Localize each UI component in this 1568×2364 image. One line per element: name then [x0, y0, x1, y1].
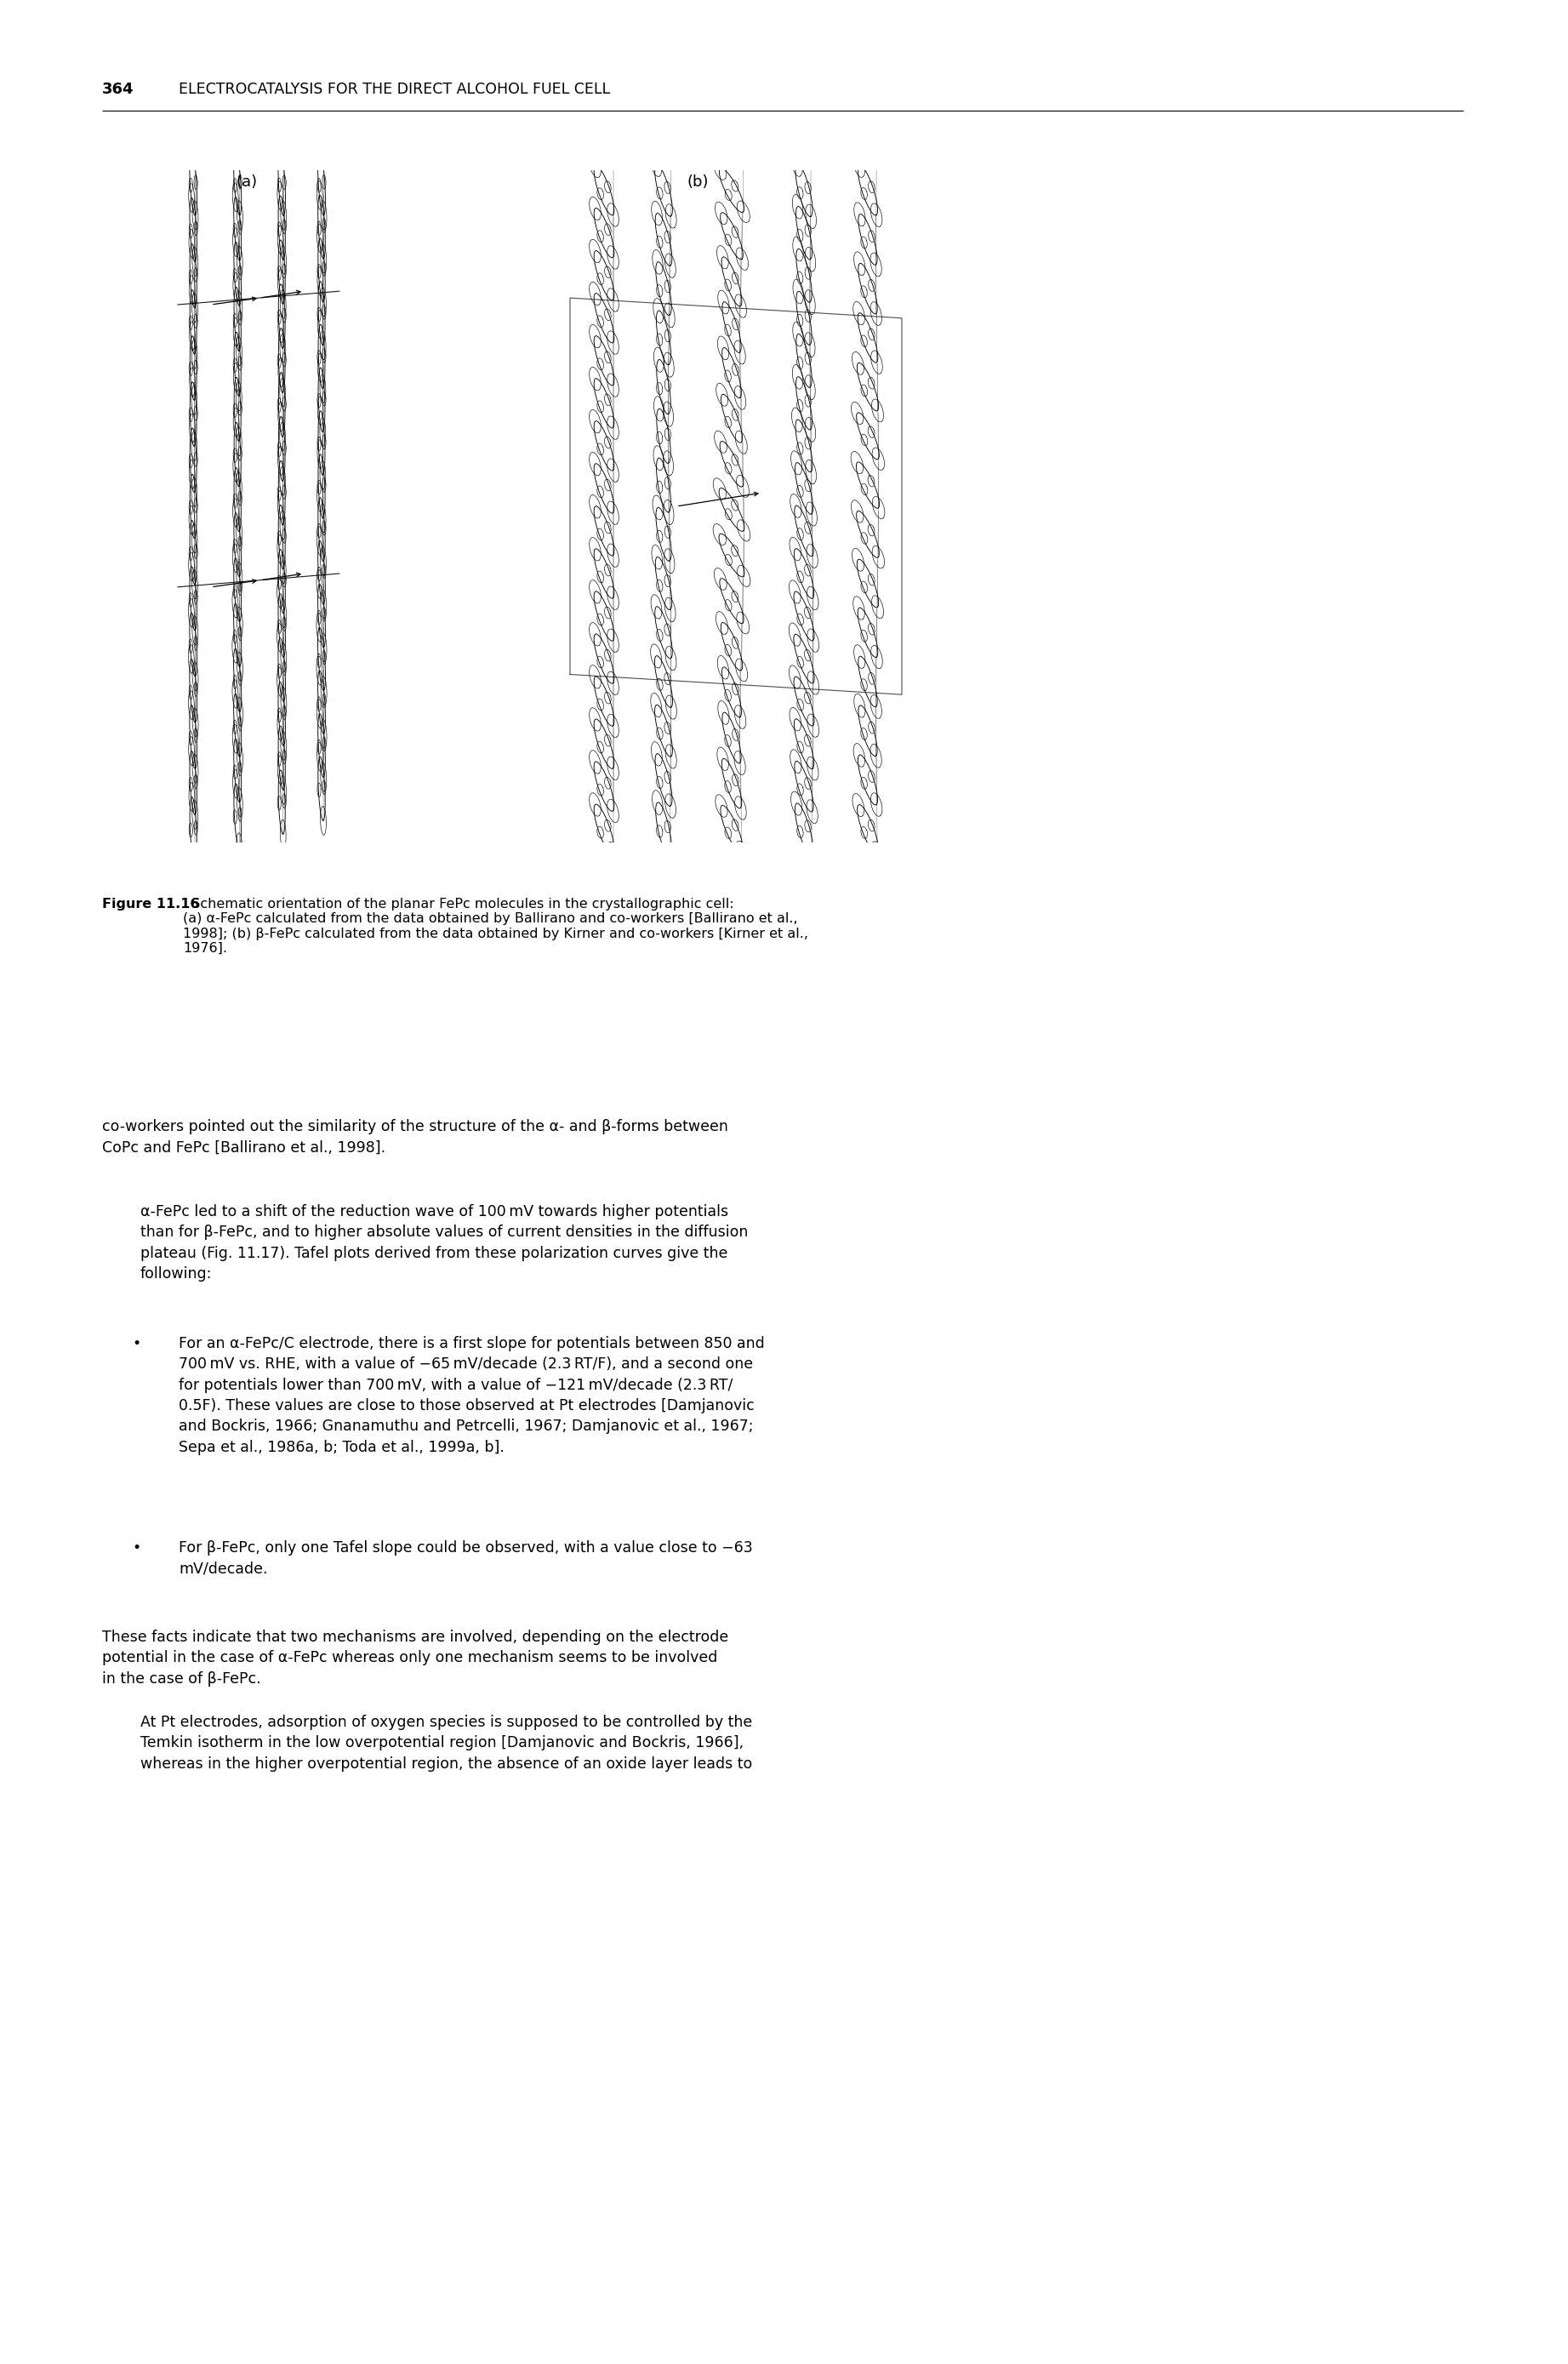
Text: For β-FePc, only one Tafel slope could be observed, with a value close to −63
mV: For β-FePc, only one Tafel slope could b… — [179, 1541, 753, 1577]
Text: At Pt electrodes, adsorption of oxygen species is supposed to be controlled by t: At Pt electrodes, adsorption of oxygen s… — [141, 1714, 753, 1771]
Text: (a): (a) — [237, 175, 257, 189]
Text: •: • — [132, 1336, 141, 1352]
Text: Schematic orientation of the planar FePc molecules in the crystallographic cell:: Schematic orientation of the planar FePc… — [183, 898, 808, 955]
Text: α-FePc led to a shift of the reduction wave of 100 mV towards higher potentials
: α-FePc led to a shift of the reduction w… — [141, 1203, 748, 1281]
Text: For an α-FePc/C electrode, there is a first slope for potentials between 850 and: For an α-FePc/C electrode, there is a fi… — [179, 1336, 765, 1454]
Text: (b): (b) — [687, 175, 709, 189]
Text: 364: 364 — [102, 83, 133, 97]
Text: •: • — [132, 1541, 141, 1556]
Text: co-workers pointed out the similarity of the structure of the α- and β-forms bet: co-workers pointed out the similarity of… — [102, 1118, 728, 1156]
Text: Figure 11.16: Figure 11.16 — [102, 898, 199, 910]
Text: ELECTROCATALYSIS FOR THE DIRECT ALCOHOL FUEL CELL: ELECTROCATALYSIS FOR THE DIRECT ALCOHOL … — [179, 83, 610, 97]
Text: These facts indicate that two mechanisms are involved, depending on the electrod: These facts indicate that two mechanisms… — [102, 1629, 729, 1686]
